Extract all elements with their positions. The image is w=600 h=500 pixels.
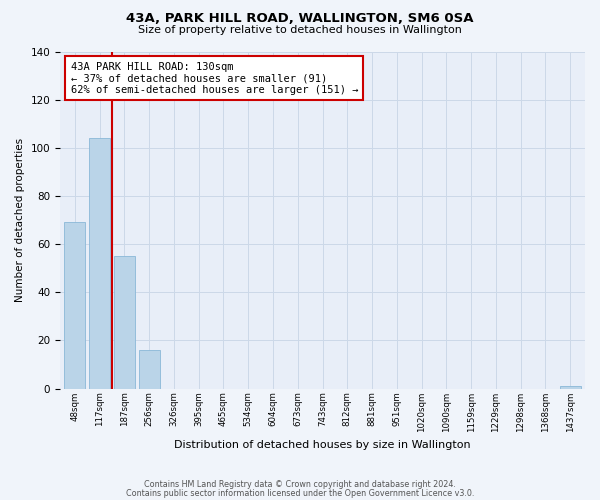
Bar xyxy=(560,386,581,388)
Text: Contains HM Land Registry data © Crown copyright and database right 2024.: Contains HM Land Registry data © Crown c… xyxy=(144,480,456,489)
Bar xyxy=(89,138,110,388)
Text: 43A PARK HILL ROAD: 130sqm
← 37% of detached houses are smaller (91)
62% of semi: 43A PARK HILL ROAD: 130sqm ← 37% of deta… xyxy=(71,62,358,95)
Text: 43A, PARK HILL ROAD, WALLINGTON, SM6 0SA: 43A, PARK HILL ROAD, WALLINGTON, SM6 0SA xyxy=(126,12,474,24)
Bar xyxy=(114,256,135,388)
Bar xyxy=(139,350,160,389)
X-axis label: Distribution of detached houses by size in Wallington: Distribution of detached houses by size … xyxy=(174,440,471,450)
Bar xyxy=(64,222,85,388)
Text: Contains public sector information licensed under the Open Government Licence v3: Contains public sector information licen… xyxy=(126,488,474,498)
Text: Size of property relative to detached houses in Wallington: Size of property relative to detached ho… xyxy=(138,25,462,35)
Y-axis label: Number of detached properties: Number of detached properties xyxy=(15,138,25,302)
